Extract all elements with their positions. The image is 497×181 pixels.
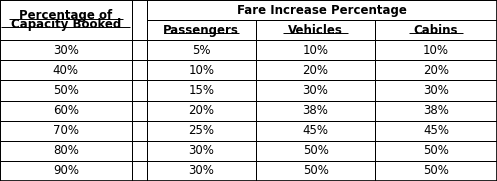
Bar	[147, 60, 256, 80]
Text: 50%: 50%	[423, 144, 449, 157]
Bar	[256, 121, 375, 141]
Text: 50%: 50%	[53, 84, 79, 97]
Bar	[147, 40, 256, 60]
Text: Capacity Booked: Capacity Booked	[11, 18, 121, 31]
Text: Passengers: Passengers	[164, 24, 239, 37]
Bar	[0, 121, 132, 141]
Bar	[375, 80, 497, 101]
Bar	[256, 20, 375, 40]
Text: 15%: 15%	[188, 84, 214, 97]
Bar	[147, 80, 256, 101]
Text: 50%: 50%	[423, 165, 449, 177]
Text: 30%: 30%	[303, 84, 329, 97]
Text: Fare Increase Percentage: Fare Increase Percentage	[237, 4, 407, 16]
Text: 45%: 45%	[423, 124, 449, 137]
Bar	[0, 161, 132, 181]
Text: 40%: 40%	[53, 64, 79, 77]
Bar	[375, 161, 497, 181]
Bar	[0, 141, 132, 161]
Bar	[0, 80, 132, 101]
Text: 70%: 70%	[53, 124, 79, 137]
Bar	[375, 141, 497, 161]
Bar	[256, 60, 375, 80]
Text: 38%: 38%	[423, 104, 449, 117]
Bar	[375, 20, 497, 40]
Text: 10%: 10%	[303, 44, 329, 57]
Bar	[147, 121, 256, 141]
Bar	[147, 101, 256, 121]
Bar	[147, 20, 256, 40]
Bar	[375, 60, 497, 80]
Text: 20%: 20%	[423, 64, 449, 77]
Bar	[0, 0, 132, 40]
Text: Vehicles: Vehicles	[288, 24, 343, 37]
Text: 90%: 90%	[53, 165, 79, 177]
Text: 30%: 30%	[188, 144, 214, 157]
Bar	[375, 121, 497, 141]
Bar	[147, 161, 256, 181]
Text: 30%: 30%	[188, 165, 214, 177]
Text: 10%: 10%	[423, 44, 449, 57]
Bar	[0, 40, 132, 60]
Bar	[256, 141, 375, 161]
Text: 80%: 80%	[53, 144, 79, 157]
Bar	[256, 161, 375, 181]
Bar	[147, 0, 497, 20]
Text: 20%: 20%	[188, 104, 214, 117]
Bar	[256, 101, 375, 121]
Text: Cabins: Cabins	[414, 24, 458, 37]
Bar	[375, 101, 497, 121]
Bar	[256, 80, 375, 101]
Bar	[375, 40, 497, 60]
Text: 10%: 10%	[188, 64, 214, 77]
Text: 50%: 50%	[303, 165, 329, 177]
Text: 38%: 38%	[303, 104, 329, 117]
Text: 25%: 25%	[188, 124, 214, 137]
Bar	[147, 141, 256, 161]
Bar	[0, 60, 132, 80]
Text: 45%: 45%	[303, 124, 329, 137]
Text: 50%: 50%	[303, 144, 329, 157]
Text: 30%: 30%	[53, 44, 79, 57]
Bar	[0, 101, 132, 121]
Text: 60%: 60%	[53, 104, 79, 117]
Text: 30%: 30%	[423, 84, 449, 97]
Text: 20%: 20%	[303, 64, 329, 77]
Text: 5%: 5%	[192, 44, 211, 57]
Bar	[256, 40, 375, 60]
Text: Percentage of: Percentage of	[19, 9, 112, 22]
